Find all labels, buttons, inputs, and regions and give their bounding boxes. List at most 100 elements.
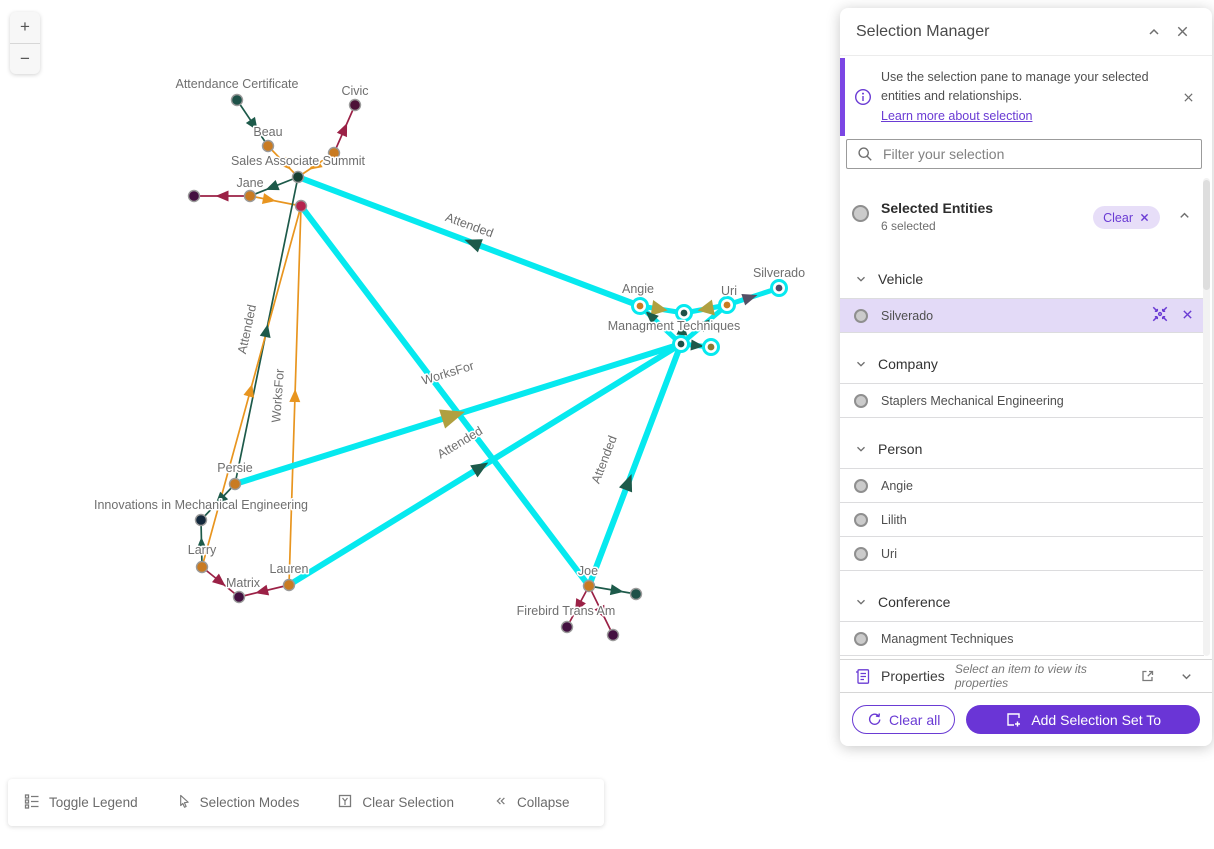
graph-node-beau[interactable] — [261, 139, 275, 153]
clear-all-button[interactable]: Clear all — [852, 705, 956, 734]
graph-node-persie[interactable] — [228, 477, 242, 491]
entity-row-staplers-mechanical-engineering[interactable]: Staplers Mechanical Engineering — [840, 383, 1204, 417]
toolbar-selection-modes[interactable]: Selection Modes — [176, 794, 299, 812]
remove-from-selection-icon — [1183, 309, 1192, 319]
selected-entities-title: Selected Entities — [881, 200, 994, 216]
properties-icon — [856, 668, 870, 684]
entity-circle-icon — [852, 205, 869, 222]
edge-arrow — [308, 158, 323, 170]
group-header-company[interactable]: Company — [840, 345, 1204, 383]
dismiss-info-button[interactable] — [1174, 83, 1202, 111]
filter-input[interactable] — [881, 145, 1201, 163]
chevron-up-icon — [1180, 212, 1189, 218]
info-banner: Use the selection pane to manage your se… — [840, 58, 1212, 136]
edge-arrow — [215, 491, 229, 505]
group-header-person[interactable]: Person — [840, 430, 1204, 468]
zoom-in-button[interactable]: + — [10, 12, 40, 43]
open-properties-window-button[interactable] — [1134, 662, 1162, 690]
graph-node-cert[interactable] — [230, 93, 244, 107]
graph-svg[interactable]: Attendance Certificate Civic Beau Sales Ass… — [0, 0, 840, 779]
graph-node-teal2[interactable] — [629, 587, 643, 601]
selected-count: 6 selected — [881, 219, 936, 233]
entity-group-company: Company Staplers Mechanical Engineering — [840, 345, 1204, 418]
edge-label: Attended — [235, 303, 259, 355]
chevron-down-icon — [1181, 673, 1191, 679]
group-header-conference[interactable]: Conference — [840, 583, 1204, 621]
graph-edge-joe-mt[interactable] — [586, 341, 684, 589]
selection-manager-panel: Selection Manager Use the selection pane… — [840, 8, 1212, 746]
collapse-panel-button[interactable] — [1140, 18, 1168, 46]
node-label-cert: Attendance Certificate — [176, 77, 299, 91]
panel-footer: Clear all Add Selection Set To — [840, 693, 1212, 746]
graph-node-fb1[interactable] — [560, 620, 574, 634]
edge-arrow — [196, 537, 208, 551]
toolbar-collapse[interactable]: Collapse — [492, 794, 569, 811]
edge-arrow — [243, 383, 255, 398]
entity-row-managment-techniques[interactable]: Managment Techniques — [840, 621, 1204, 655]
edge-arrow — [574, 598, 586, 613]
selected-entities-header: Selected Entities 6 selected Clear — [840, 186, 1204, 256]
graph-node-angie[interactable] — [631, 297, 649, 315]
graph-node-plum1[interactable] — [187, 189, 201, 203]
node-label-lauren: Lauren — [270, 562, 309, 576]
chevron-down-icon — [857, 276, 865, 282]
graph-node-summit[interactable] — [291, 170, 305, 184]
graph-edge-red1-joe[interactable] — [298, 203, 592, 589]
node-label-beau: Beau — [253, 125, 282, 139]
graph-node-civic[interactable] — [348, 98, 362, 112]
arrow-layer — [196, 116, 758, 619]
edge-label: Attended — [589, 434, 620, 486]
graph-node-matrix[interactable] — [232, 590, 246, 604]
node-label-silverado: Silverado — [753, 266, 805, 280]
graph-node-red1[interactable] — [294, 199, 308, 213]
node-label-joe: Joe — [578, 564, 598, 578]
graph-node-mt[interactable] — [672, 335, 690, 353]
close-panel-button[interactable] — [1168, 18, 1196, 46]
graph-node-lilith[interactable] — [675, 304, 693, 322]
properties-title: Properties — [881, 668, 945, 684]
toolbar-toggle-legend[interactable]: Toggle Legend — [24, 793, 138, 812]
node-label-matrix: Matrix — [226, 576, 261, 590]
graph-node-innov[interactable] — [194, 513, 208, 527]
graph-node-orange1[interactable] — [327, 146, 341, 160]
link-chart-canvas[interactable]: Attendance Certificate Civic Beau Sales Ass… — [0, 0, 840, 779]
graph-node-fb2[interactable] — [606, 628, 620, 642]
properties-bar[interactable]: Properties Select an item to view its pr… — [840, 659, 1212, 693]
entity-group-vehicle: Vehicle Silverado — [840, 260, 1204, 333]
collapse-section-button[interactable] — [1177, 208, 1192, 228]
close-icon — [1183, 92, 1193, 102]
clear-selection-pill[interactable]: Clear — [1093, 206, 1160, 229]
scrollbar-track[interactable] — [1203, 178, 1210, 656]
entity-row-silverado[interactable]: Silverado — [840, 298, 1204, 332]
graph-node-jane[interactable] — [243, 189, 257, 203]
graph-node-joe[interactable] — [582, 579, 596, 593]
edge-arrow — [439, 409, 465, 429]
entity-circle-icon — [854, 512, 868, 527]
entity-row-uri[interactable]: Uri — [840, 536, 1204, 570]
entity-row-lilith[interactable]: Lilith — [840, 502, 1204, 536]
panel-title: Selection Manager — [856, 22, 990, 40]
edge-arrow — [245, 116, 258, 131]
add-selection-set-button[interactable]: Add Selection Set To — [966, 705, 1200, 734]
scrollbar-thumb[interactable] — [1203, 180, 1210, 290]
legend-list-icon — [24, 793, 40, 812]
toolbar-clear-selection[interactable]: Clear Selection — [337, 793, 454, 812]
group-header-vehicle[interactable]: Vehicle — [840, 260, 1204, 298]
graph-node-uri[interactable] — [718, 296, 736, 314]
zoom-out-button[interactable]: − — [10, 44, 40, 75]
edge-arrow — [690, 339, 704, 351]
edge-arrow — [259, 324, 271, 338]
close-icon — [1177, 26, 1187, 37]
edge-arrow — [265, 179, 280, 191]
expand-properties-button[interactable] — [1172, 662, 1200, 690]
graph-node-silverado[interactable] — [770, 279, 788, 297]
learn-more-link[interactable]: Learn more about selection — [881, 108, 1033, 123]
graph-node-lauren[interactable] — [282, 578, 296, 592]
zoom-to-entity-button[interactable] — [1151, 305, 1169, 326]
entity-row-angie[interactable]: Angie — [840, 468, 1204, 502]
remove-entity-button[interactable] — [1181, 308, 1194, 324]
chevron-up-icon — [1149, 28, 1159, 35]
node-label-fb1: Firebird Trans Am — [517, 604, 616, 618]
graph-node-larry[interactable] — [195, 560, 209, 574]
graph-node-staplers2[interactable] — [702, 338, 720, 356]
